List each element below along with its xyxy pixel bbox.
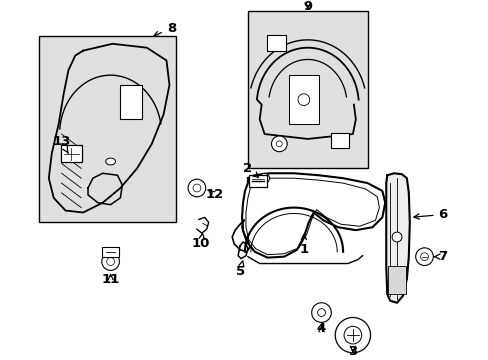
FancyBboxPatch shape [248, 175, 266, 187]
Circle shape [271, 136, 286, 152]
Circle shape [188, 179, 205, 197]
Bar [39, 36, 176, 222]
Text: 9: 9 [303, 0, 312, 13]
Circle shape [420, 253, 427, 261]
FancyBboxPatch shape [102, 247, 119, 257]
FancyBboxPatch shape [61, 145, 82, 162]
Text: 8: 8 [153, 22, 176, 36]
Text: 5: 5 [235, 261, 244, 278]
Text: 3: 3 [347, 345, 357, 358]
Text: 12: 12 [205, 188, 223, 201]
Bar [247, 12, 367, 168]
Text: 7: 7 [434, 250, 447, 263]
Circle shape [276, 141, 282, 147]
Text: 11: 11 [102, 273, 120, 286]
Text: 10: 10 [191, 234, 210, 251]
Circle shape [415, 248, 432, 265]
Text: 6: 6 [413, 208, 447, 221]
Text: 13: 13 [52, 135, 71, 154]
Text: 2: 2 [243, 162, 258, 177]
Bar [387, 266, 405, 294]
Text: 1: 1 [299, 234, 308, 256]
Polygon shape [386, 173, 409, 303]
Circle shape [102, 253, 119, 270]
Bar [288, 75, 318, 124]
Circle shape [259, 173, 269, 183]
Bar [120, 85, 142, 119]
Circle shape [193, 184, 201, 192]
Circle shape [391, 232, 401, 242]
Circle shape [106, 258, 114, 265]
Circle shape [297, 94, 309, 105]
FancyBboxPatch shape [266, 35, 285, 51]
Ellipse shape [105, 158, 115, 165]
Circle shape [335, 318, 370, 353]
Circle shape [344, 326, 361, 344]
Text: 4: 4 [316, 322, 325, 335]
FancyBboxPatch shape [331, 133, 348, 148]
Circle shape [317, 309, 325, 316]
Circle shape [311, 303, 331, 323]
